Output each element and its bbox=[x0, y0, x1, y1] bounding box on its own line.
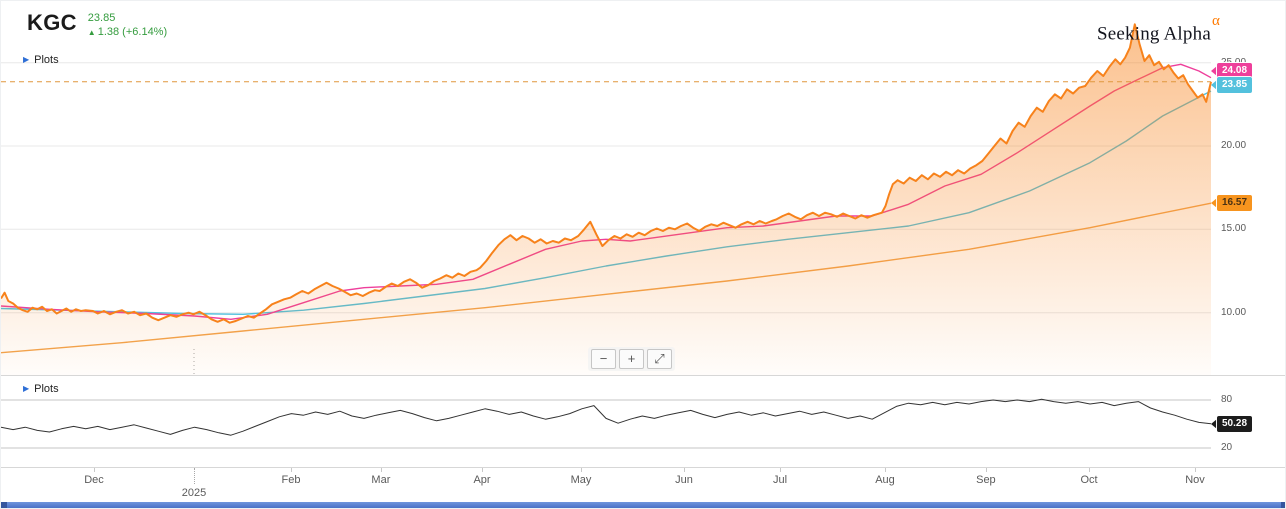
badge-pointer-icon bbox=[1211, 79, 1217, 90]
price-chart-plot[interactable] bbox=[1, 1, 1286, 376]
zoom-in-button[interactable]: + bbox=[619, 349, 644, 369]
x-axis-tick bbox=[684, 468, 685, 472]
range-scrollbar[interactable] bbox=[1, 502, 1285, 508]
x-axis-tick bbox=[380, 468, 382, 472]
price-badge-ma-fast: 24.08 bbox=[1211, 63, 1253, 79]
x-axis-label: May bbox=[570, 474, 592, 486]
x-axis-tick bbox=[1195, 468, 1196, 472]
expand-triangle-icon: ▶ bbox=[23, 55, 30, 64]
plots-label: Plots bbox=[34, 54, 59, 66]
x-axis-tick bbox=[482, 468, 483, 472]
badge-pointer-icon bbox=[1211, 198, 1217, 209]
x-axis-label: Jun bbox=[675, 474, 693, 486]
expand-triangle-icon: ▶ bbox=[23, 384, 30, 393]
plots-toggle-rsi[interactable]: ▶ Plots bbox=[23, 383, 59, 395]
x-axis-label: 2025 bbox=[181, 487, 207, 499]
x-axis: Dec 2025 Feb Mar Apr May Jun Jul Aug Sep Oct Nov bbox=[1, 468, 1285, 501]
x-axis-label: Aug bbox=[875, 474, 895, 486]
up-arrow-icon: ▲ bbox=[87, 28, 96, 37]
price-badge-last: 23.85 bbox=[1211, 76, 1253, 93]
x-axis-tick bbox=[581, 468, 582, 472]
x-axis-tick bbox=[885, 468, 886, 472]
ticker-header: KGC 23.85 ▲ 1.38 (+6.14%) bbox=[27, 11, 167, 40]
quote-block: 23.85 ▲ 1.38 (+6.14%) bbox=[88, 11, 167, 40]
x-axis-label: Apr bbox=[473, 474, 491, 486]
last-price: 23.85 bbox=[87, 12, 116, 24]
x-axis-label: Jul bbox=[772, 474, 788, 486]
x-axis-label: Sep bbox=[976, 474, 996, 486]
x-axis-label: Mar bbox=[371, 474, 391, 486]
reset-zoom-button[interactable]: ⤢ bbox=[647, 349, 672, 369]
alpha-icon: α bbox=[1211, 13, 1221, 29]
x-axis-label: Nov bbox=[1185, 474, 1205, 486]
panel-divider bbox=[1, 375, 1285, 376]
axis-divider bbox=[1, 467, 1285, 468]
ticker-symbol: KGC bbox=[27, 10, 77, 35]
price-badge-ma-slow: 16.57 bbox=[1211, 195, 1253, 212]
x-axis-label: Oct bbox=[1080, 474, 1098, 486]
x-axis-tick bbox=[291, 468, 292, 472]
price-change-text: 1.38 (+6.14%) bbox=[97, 26, 168, 38]
zoom-out-button[interactable]: − bbox=[591, 349, 616, 369]
x-axis-tick bbox=[985, 468, 987, 472]
price-change: ▲ 1.38 (+6.14%) bbox=[88, 25, 167, 40]
x-axis-label: Dec bbox=[84, 474, 104, 486]
badge-pointer-icon bbox=[1211, 66, 1217, 76]
x-axis-tick bbox=[194, 468, 195, 484]
zoom-toolbar: − + ⤢ bbox=[588, 347, 675, 371]
rsi-value-badge: 50.28 bbox=[1211, 415, 1253, 432]
x-axis-tick bbox=[94, 468, 95, 472]
badge-pointer-icon bbox=[1211, 418, 1217, 429]
x-axis-tick bbox=[780, 468, 781, 472]
logo-text: Seeking Alpha bbox=[1097, 23, 1211, 45]
seeking-alpha-logo: Seeking Alphaα bbox=[1097, 13, 1220, 45]
x-axis-tick bbox=[1089, 468, 1090, 472]
plots-toggle-main[interactable]: ▶ Plots bbox=[23, 54, 59, 66]
plots-label: Plots bbox=[34, 383, 59, 395]
rsi-indicator-plot[interactable] bbox=[1, 376, 1286, 467]
x-axis-label: Feb bbox=[281, 474, 301, 486]
